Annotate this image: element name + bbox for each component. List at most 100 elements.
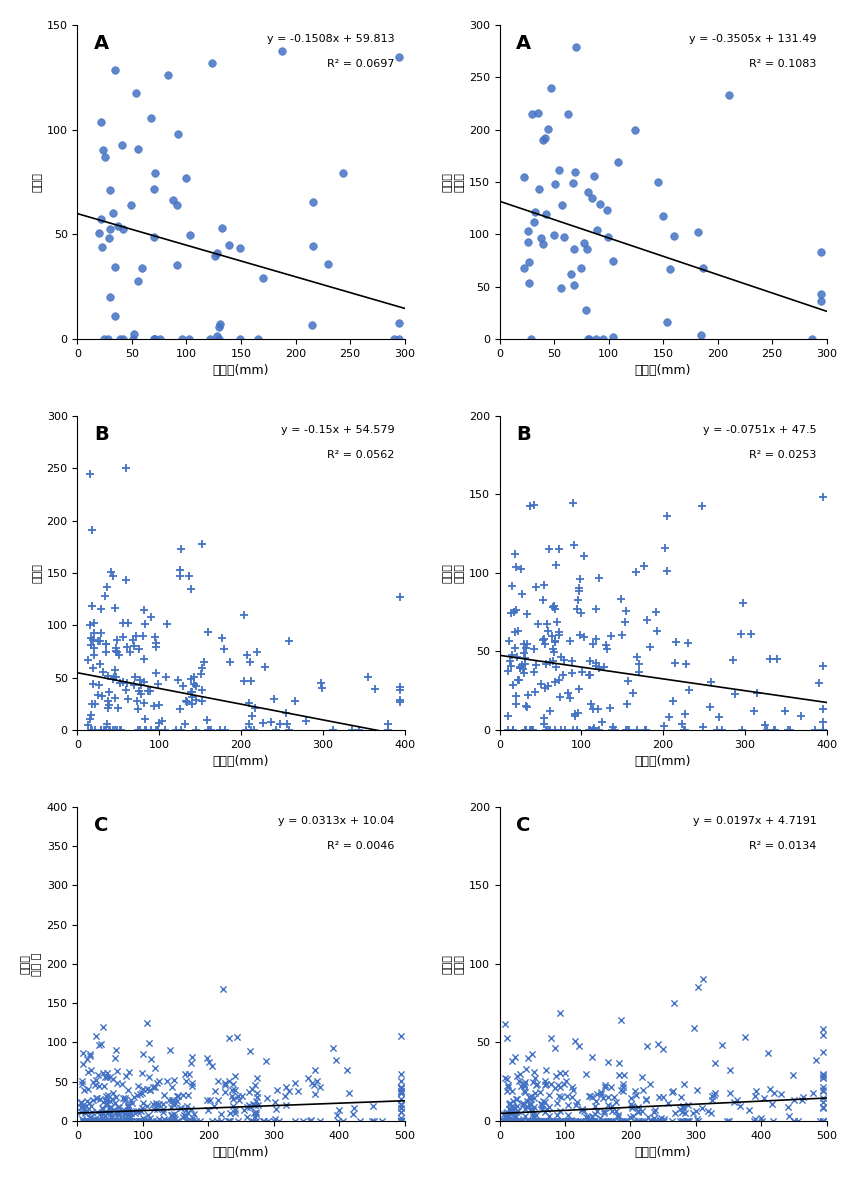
Point (208, 1081, 221, 1100)
Point (103, 181, 117, 199)
Point (594, 195, 607, 214)
Point (120, 673, 134, 691)
Point (381, 714, 395, 733)
Point (395, 1083, 408, 1102)
Point (185, 1074, 199, 1093)
Point (629, 1086, 643, 1104)
Point (98, 1112, 112, 1130)
Point (225, 1087, 239, 1106)
Point (244, 1097, 257, 1116)
Point (511, 647, 524, 666)
Point (775, 1084, 789, 1103)
Point (182, 1112, 196, 1130)
Point (282, 721, 296, 740)
Point (122, 1104, 136, 1123)
Point (525, 1112, 539, 1130)
Point (510, 1089, 523, 1108)
Text: y = -0.1508x + 59.813: y = -0.1508x + 59.813 (267, 34, 395, 45)
Point (140, 1096, 154, 1115)
Point (82, 1045, 96, 1064)
Point (619, 1112, 633, 1130)
Point (280, 703, 293, 722)
Point (195, 664, 208, 683)
Point (620, 721, 634, 740)
Point (111, 1103, 124, 1122)
Point (586, 1112, 600, 1130)
Point (82, 1094, 96, 1113)
Point (121, 1112, 135, 1130)
Point (148, 663, 162, 682)
Point (174, 539, 188, 558)
Point (248, 1095, 262, 1114)
Point (616, 1112, 630, 1130)
Point (498, 1112, 511, 1130)
Point (535, 675, 548, 694)
Point (140, 1080, 154, 1099)
Point (548, 175, 562, 194)
Point (547, 642, 561, 661)
Point (535, 131, 549, 150)
Point (601, 1087, 615, 1106)
Point (102, 229, 116, 248)
Point (526, 1101, 540, 1120)
Point (249, 1112, 263, 1130)
Point (621, 671, 635, 690)
Point (233, 238, 246, 257)
Point (228, 1067, 242, 1086)
Point (109, 60, 123, 79)
Point (210, 327, 224, 346)
Point (143, 1081, 157, 1100)
Point (513, 1112, 527, 1130)
Point (817, 1064, 831, 1083)
Point (121, 1081, 135, 1100)
Point (111, 1074, 124, 1093)
Point (128, 668, 142, 687)
Point (549, 1067, 563, 1086)
Point (583, 666, 596, 684)
Point (174, 721, 188, 740)
Point (96, 1103, 110, 1122)
Point (94, 721, 108, 740)
Point (94, 1104, 107, 1123)
Point (282, 632, 296, 651)
Point (94, 209, 108, 228)
Point (157, 1086, 171, 1104)
Point (83, 1107, 97, 1126)
Point (102, 721, 116, 740)
Point (100, 1068, 113, 1087)
Point (147, 228, 160, 247)
Point (85, 694, 99, 713)
Point (87, 1092, 100, 1110)
Point (593, 1109, 607, 1128)
Point (250, 1103, 263, 1122)
Point (170, 1092, 184, 1110)
Point (513, 658, 527, 677)
Point (521, 232, 535, 251)
Point (242, 1096, 256, 1115)
Point (94, 631, 107, 650)
Point (817, 1112, 831, 1130)
Point (594, 1082, 607, 1101)
Point (581, 182, 595, 201)
Point (96, 140, 110, 159)
Point (573, 1112, 587, 1130)
Point (572, 579, 586, 598)
Point (142, 1068, 155, 1087)
Point (547, 225, 561, 244)
Point (176, 676, 190, 695)
Point (75, 1110, 88, 1129)
Point (816, 656, 830, 675)
Point (512, 1112, 526, 1130)
Point (588, 1112, 601, 1130)
Point (529, 578, 543, 597)
Point (85, 721, 99, 740)
Point (138, 721, 152, 740)
Point (107, 668, 121, 687)
Point (606, 717, 619, 736)
Point (523, 721, 537, 740)
Point (535, 1100, 549, 1119)
Point (575, 1100, 589, 1119)
Point (517, 1075, 531, 1094)
Point (547, 1112, 561, 1130)
Point (503, 1099, 517, 1117)
